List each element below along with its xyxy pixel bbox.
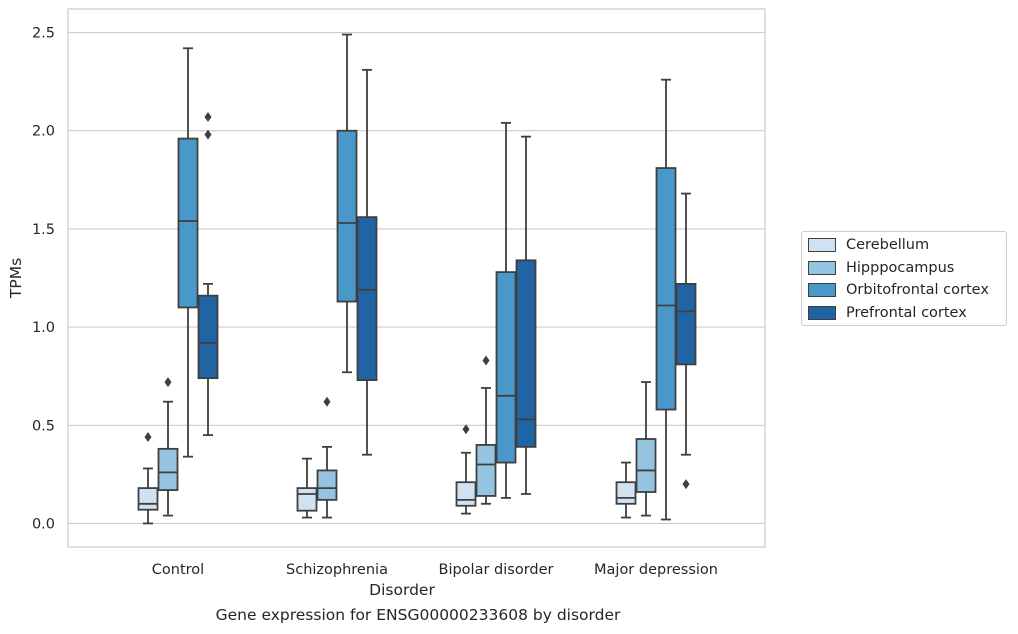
iqr-box [635,438,657,493]
box-orbitofrontal-cortex-3 [655,78,677,521]
iqr-box [197,294,219,380]
iqr-box [455,481,477,507]
box-prefrontal-cortex-2 [515,135,537,495]
y-axis-label: TPMs [7,258,25,299]
legend-swatch-hippocampus [808,261,836,275]
iqr-box [296,487,318,512]
x-tick-label: Bipolar disorder [439,562,554,578]
iqr-box [157,447,179,491]
legend-item-hippocampus: Hipppocampus [808,258,954,278]
box-cerebellum-0 [137,432,159,525]
x-tick-label: Schizophrenia [286,562,388,578]
iqr-box [655,167,677,411]
y-tick-label: 1.0 [32,320,55,336]
legend-item-prefrontal-cortex: Prefrontal cortex [808,303,967,323]
legend-item-orbitofrontal-cortex: Orbitofrontal cortex [808,280,989,300]
iqr-box [316,469,338,501]
legend-item-cerebellum: Cerebellum [808,235,929,255]
iqr-box [475,443,497,497]
outlier-point [164,377,172,388]
x-tick-label: Control [152,562,204,578]
box-orbitofrontal-cortex-0 [177,47,199,458]
box-hipppocampus-1 [316,396,338,519]
legend-swatch-orbitofrontal-cortex [808,283,836,297]
legend: Cerebellum Hipppocampus Orbitofrontal co… [801,231,1007,326]
box-hipppocampus-2 [475,355,497,505]
x-tick-label: Major depression [594,562,718,578]
box-cerebellum-1 [296,457,318,519]
box-prefrontal-cortex-3 [675,192,697,490]
figure-caption: Gene expression for ENSG00000233608 by d… [215,606,621,624]
iqr-box [615,481,637,505]
box-orbitofrontal-cortex-1 [336,33,358,374]
y-tick-label: 1.5 [32,222,55,238]
iqr-box [336,129,358,303]
y-tick-label: 0.0 [32,516,55,532]
iqr-box [137,487,159,511]
outlier-point [482,355,490,366]
legend-swatch-prefrontal-cortex [808,306,836,320]
box-layer [137,33,697,525]
plot-area-frame [67,8,766,548]
box-prefrontal-cortex-1 [356,68,378,456]
outlier-point [682,479,690,490]
legend-label-hippocampus: Hipppocampus [846,260,955,276]
iqr-box [177,137,199,309]
outlier-point [204,129,212,140]
x-axis-label: Disorder [369,581,435,599]
outlier-point [323,396,331,407]
iqr-box [515,259,537,448]
y-tick-labels: 0.0 0.5 1.0 1.5 2.0 2.5 [32,26,55,533]
outlier-point [204,111,212,122]
legend-swatch-cerebellum [808,238,836,252]
outlier-point [144,432,152,443]
y-tick-label: 0.5 [32,418,55,434]
x-tick-labels: Control Schizophrenia Bipolar disorder Majo… [152,562,718,578]
box-orbitofrontal-cortex-2 [495,121,517,499]
iqr-box [675,282,697,366]
box-cerebellum-3 [615,461,637,519]
box-hipppocampus-3 [635,381,657,517]
box-prefrontal-cortex-0 [197,111,219,436]
iqr-box [495,271,517,464]
outlier-point [462,424,470,435]
legend-label-cerebellum: Cerebellum [846,237,930,253]
iqr-box [356,216,378,382]
y-tick-label: 2.5 [32,26,55,42]
box-hipppocampus-0 [157,377,179,517]
legend-label-orbitofrontal-cortex: Orbitofrontal cortex [846,282,989,298]
legend-label-prefrontal-cortex: Prefrontal cortex [846,305,967,321]
y-tick-label: 2.0 [32,124,55,140]
box-cerebellum-2 [455,424,477,515]
